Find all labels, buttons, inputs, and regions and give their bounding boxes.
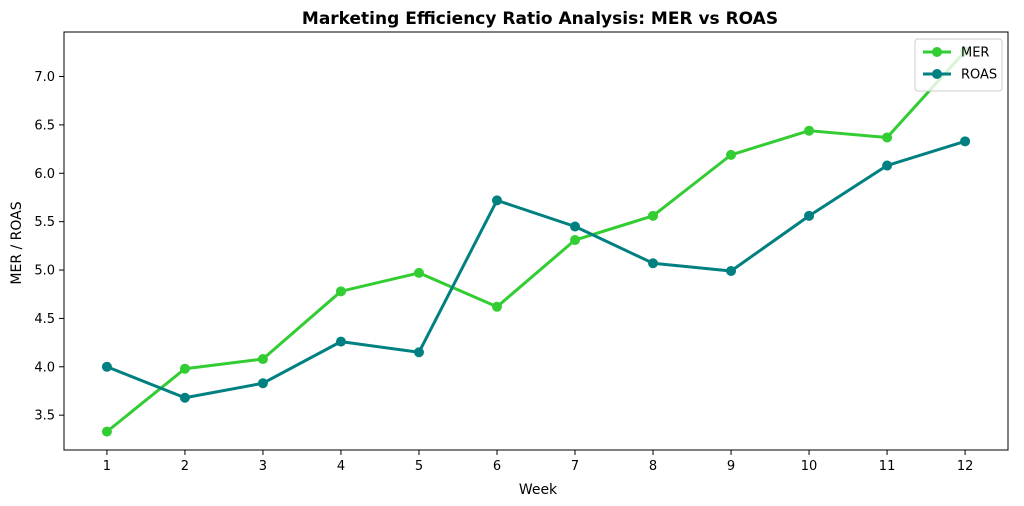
x-tick-label: 10 <box>801 459 818 474</box>
data-point-roas <box>101 361 112 372</box>
data-point-mer <box>570 235 581 246</box>
y-tick-label: 5.5 <box>34 215 55 230</box>
data-point-roas <box>804 210 815 221</box>
data-point-roas <box>648 258 659 269</box>
legend-marker <box>932 69 942 79</box>
data-point-mer <box>179 363 190 374</box>
data-point-roas <box>179 392 190 403</box>
y-tick-label: 6.5 <box>34 118 55 133</box>
x-tick-label: 3 <box>259 459 267 474</box>
legend-item-roas: ROAS <box>923 68 997 83</box>
y-tick-label: 4.0 <box>34 360 55 375</box>
x-axis-label: Week <box>519 482 558 498</box>
data-point-mer <box>335 286 346 297</box>
x-axis: 1 2 3 4 5 6 7 8 9 10 11 12 <box>103 450 974 474</box>
x-tick-label: 9 <box>727 459 735 474</box>
data-point-mer <box>101 426 112 437</box>
x-tick-label: 6 <box>493 459 501 474</box>
legend-marker <box>932 47 942 57</box>
y-tick-label: 4.5 <box>34 312 55 327</box>
data-point-roas <box>960 136 971 147</box>
data-point-mer <box>726 149 737 160</box>
data-point-mer <box>882 132 893 143</box>
y-tick-label: 7.0 <box>34 70 55 85</box>
data-point-roas <box>335 336 346 347</box>
data-point-roas <box>570 221 581 232</box>
data-point-roas <box>726 265 737 276</box>
data-point-mer <box>257 354 268 365</box>
series-mer <box>101 46 971 437</box>
data-point-roas <box>882 160 893 171</box>
x-tick-label: 11 <box>879 459 896 474</box>
series-group <box>101 46 971 437</box>
series-line-roas <box>105 139 967 400</box>
chart-title: Marketing Efficiency Ratio Analysis: MER… <box>302 9 778 29</box>
y-tick-label: 6.0 <box>34 167 55 182</box>
data-point-roas <box>257 378 268 389</box>
data-point-mer <box>648 210 659 221</box>
data-point-mer <box>413 267 424 278</box>
y-tick-label: 3.5 <box>34 409 55 424</box>
x-tick-label: 1 <box>103 459 111 474</box>
data-point-roas <box>413 347 424 358</box>
y-axis-label: MER / ROAS <box>9 201 25 284</box>
series-roas <box>101 136 971 403</box>
legend-item-mer: MER <box>923 46 989 61</box>
data-point-mer <box>491 301 502 312</box>
x-tick-label: 7 <box>571 459 579 474</box>
x-tick-label: 5 <box>415 459 423 474</box>
x-tick-label: 2 <box>181 459 189 474</box>
y-tick-label: 5.0 <box>34 264 55 279</box>
y-axis: 3.5 4.0 4.5 5.0 5.5 6.0 6.5 7.0 <box>34 70 64 424</box>
x-tick-label: 8 <box>649 459 657 474</box>
data-point-roas <box>491 195 502 206</box>
legend-label: ROAS <box>961 68 997 83</box>
x-tick-label: 4 <box>337 459 345 474</box>
x-tick-label: 12 <box>957 459 974 474</box>
series-line-mer <box>105 49 967 434</box>
data-point-mer <box>804 125 815 136</box>
plot-area <box>63 31 1009 451</box>
legend-label: MER <box>961 46 989 61</box>
legend: MER ROAS <box>914 38 1003 92</box>
